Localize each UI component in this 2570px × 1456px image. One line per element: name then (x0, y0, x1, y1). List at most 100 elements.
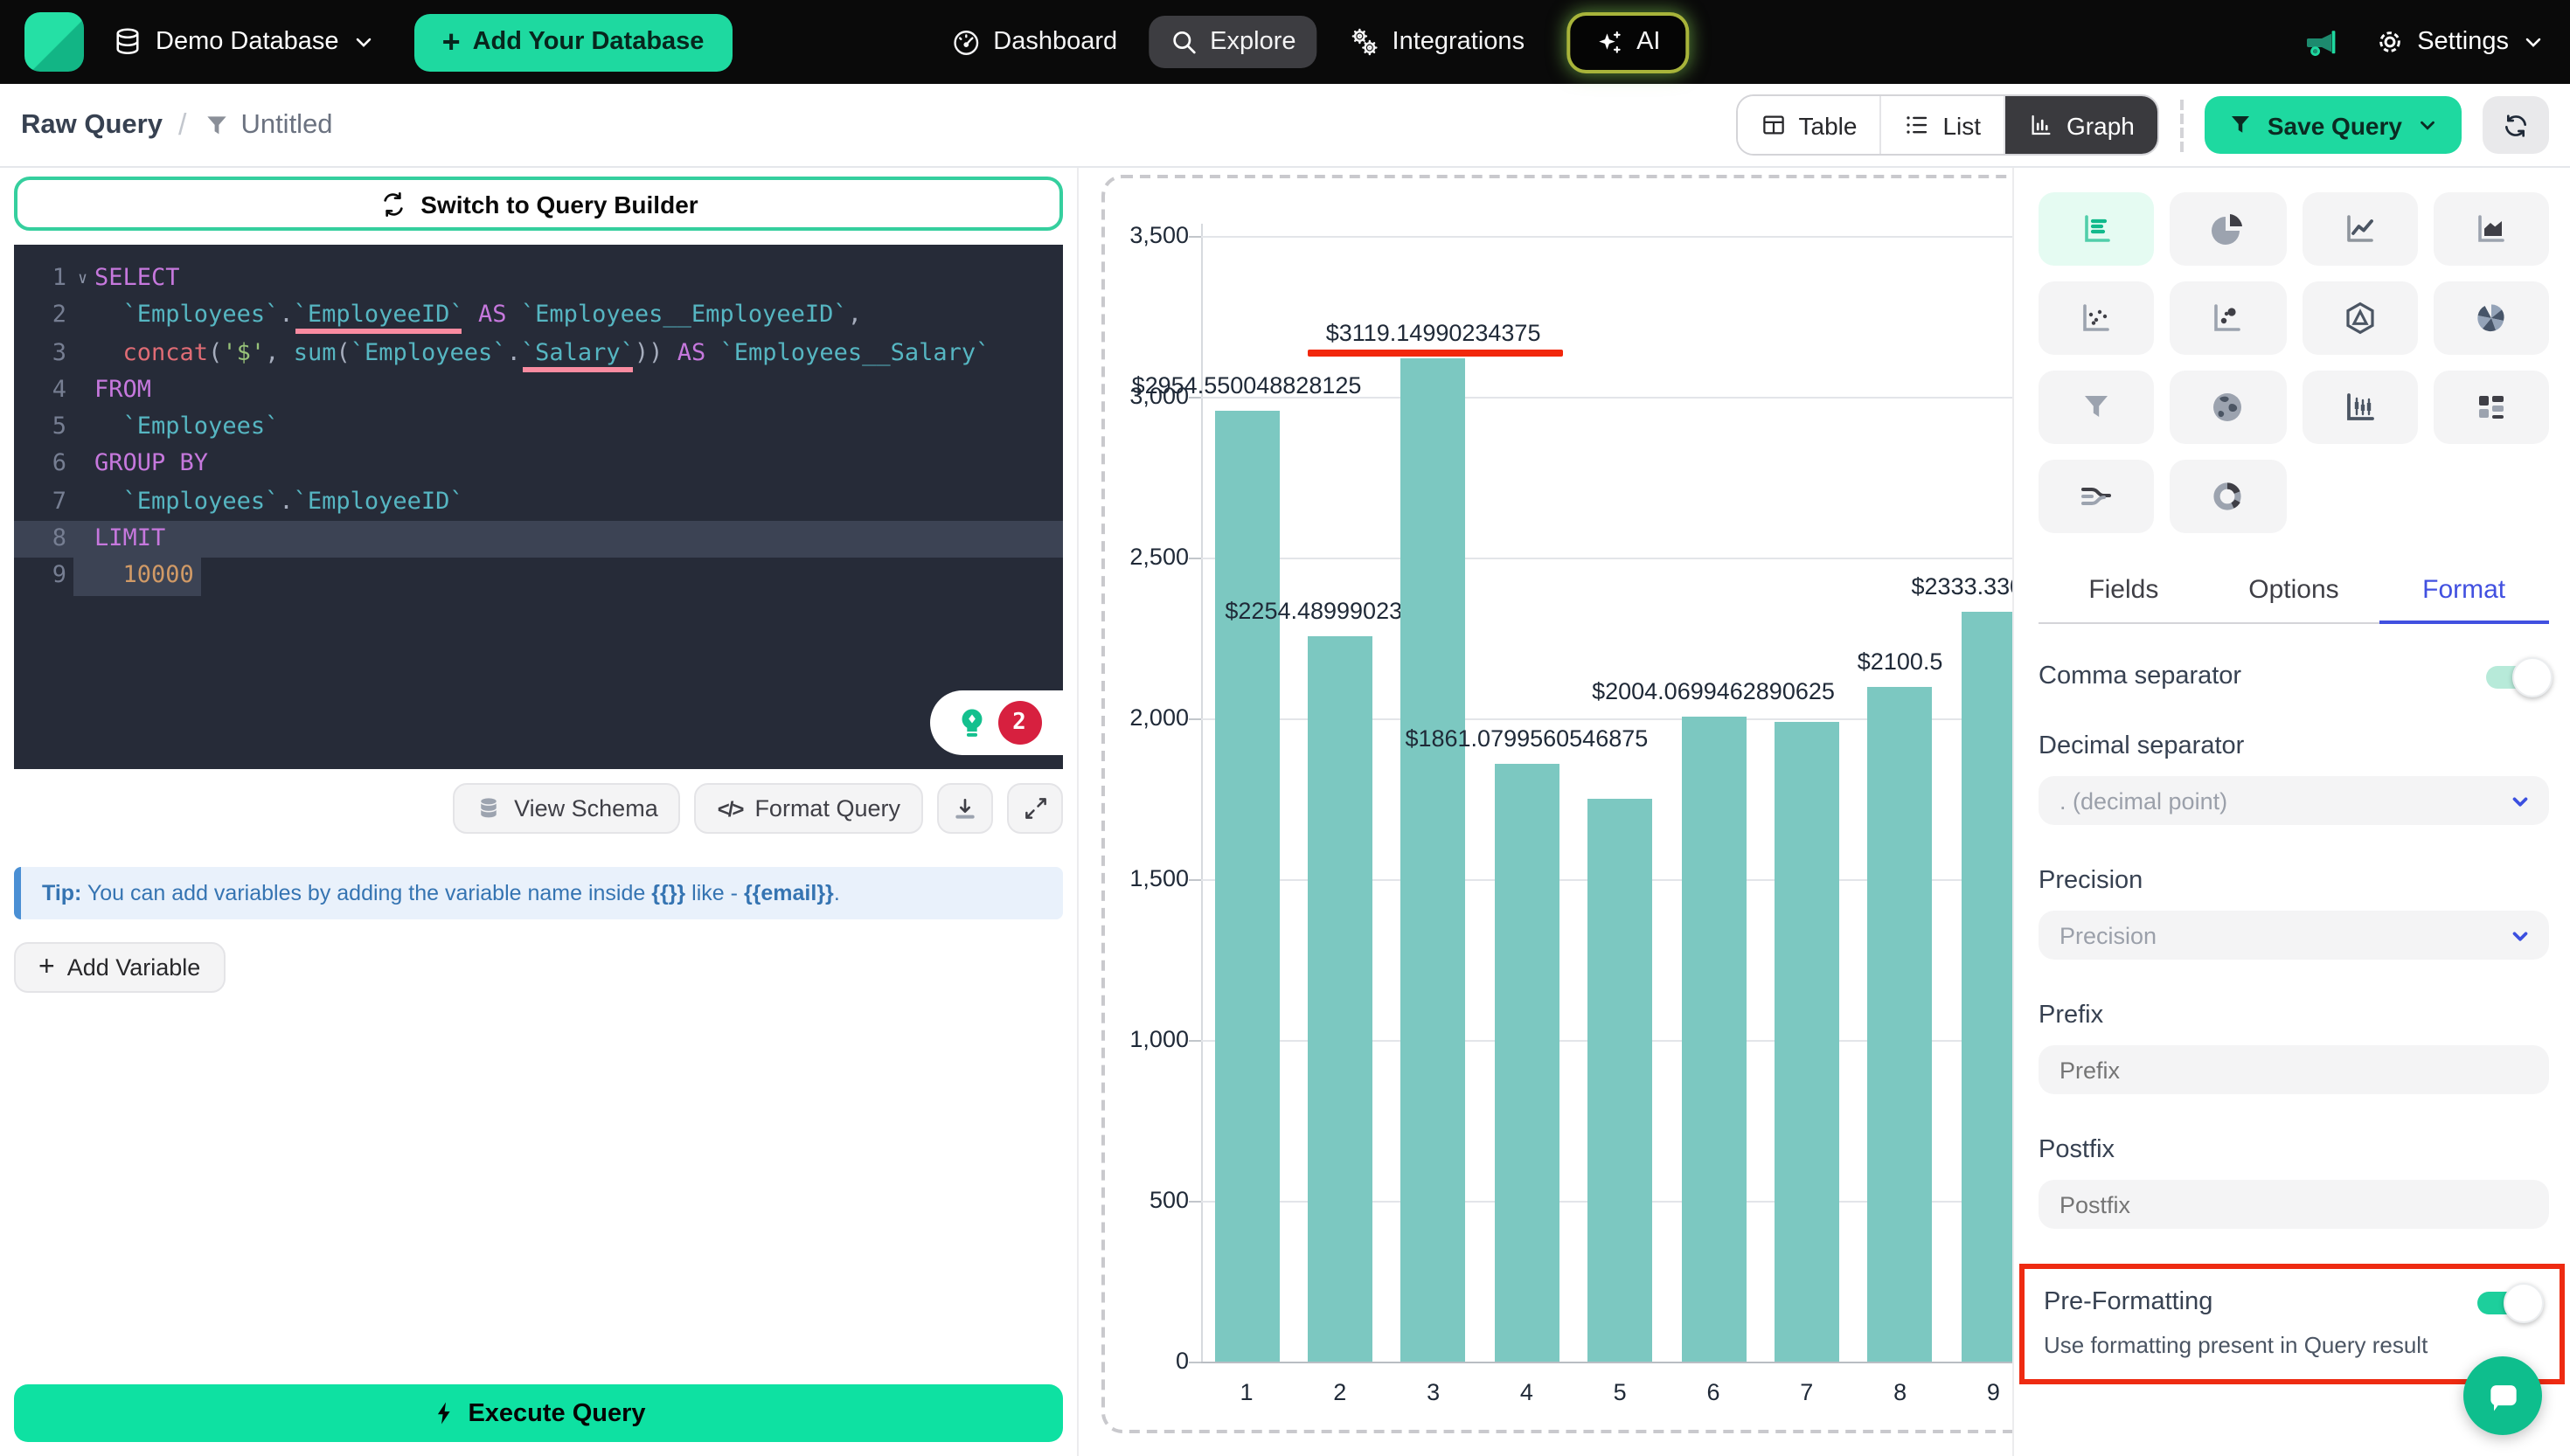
nav-item-integrations[interactable]: Integrations (1328, 14, 1546, 70)
settings-menu[interactable]: Settings (2373, 26, 2546, 58)
y-axis (1201, 224, 1203, 1362)
candlestick-chart-icon (2342, 390, 2377, 425)
code-line[interactable]: 7 `Employees`.`EmployeeID` (14, 484, 1063, 522)
plus-icon: + (38, 952, 55, 981)
sql-editor[interactable]: 1 ∨ SELECT 2 `Employees`.`EmployeeID` AS `E… (14, 245, 1063, 769)
suggestions-badge[interactable]: 2 (930, 690, 1063, 755)
add-database-button[interactable]: + Add Your Database (413, 13, 733, 71)
format-query-button[interactable]: </> Format Query (694, 783, 923, 834)
x-tick-label: 6 (1706, 1379, 1720, 1405)
chart-settings-sidebar: Fields Options Format Comma separator De… (2012, 168, 2570, 1456)
funnel-chart-icon (2079, 390, 2114, 425)
line-number: 2 (52, 301, 66, 329)
execute-query-button[interactable]: Execute Query (14, 1384, 1063, 1442)
x-tick-label: 8 (1893, 1379, 1907, 1405)
code-text: `Employees`.`EmployeeID` (122, 487, 464, 516)
radar-chart-button[interactable] (2302, 281, 2418, 355)
chevron-down-icon (2521, 30, 2546, 54)
tab-fields[interactable]: Fields (2088, 575, 2159, 605)
view-graph-button[interactable]: Graph (2004, 96, 2157, 154)
code-line[interactable]: 3 concat('$', sum(`Employees`.`Salary`))… (14, 335, 1063, 372)
gauge-icon (951, 27, 981, 57)
code-line[interactable]: 4 FROM (14, 372, 1063, 410)
comma-separator-toggle[interactable] (2486, 657, 2553, 697)
pie-chart-button[interactable] (2170, 192, 2286, 266)
nav-item-ai[interactable]: AI (1570, 15, 1685, 69)
code-line[interactable]: 6 GROUP BY (14, 447, 1063, 484)
postfix-input[interactable] (2039, 1180, 2549, 1229)
prefix-input[interactable] (2039, 1045, 2549, 1094)
decimal-separator-select[interactable]: . (decimal point) (2039, 776, 2549, 825)
tab-options[interactable]: Options (2248, 575, 2339, 605)
pre-formatting-highlight: Pre-Formatting Use formatting present in… (2019, 1264, 2565, 1384)
chart-bar[interactable] (1400, 358, 1466, 1362)
bubble-chart-button[interactable] (2170, 281, 2286, 355)
code-text: concat('$', sum(`Employees`.`Salary`)) A… (122, 338, 990, 367)
fold-chevron-icon[interactable]: ∨ (78, 271, 87, 288)
chart-bar[interactable] (1307, 636, 1372, 1362)
map-chart-icon (2211, 390, 2246, 425)
code-line[interactable]: 8 LIMIT (14, 521, 1063, 558)
code-line[interactable]: 1 ∨ SELECT (14, 260, 1063, 298)
database-selector[interactable]: Demo Database (112, 26, 376, 58)
funnel-chart-button[interactable] (2039, 371, 2155, 444)
code-text: `Employees`.`EmployeeID` AS `Employees__… (122, 301, 862, 329)
switch-to-query-builder-button[interactable]: Switch to Query Builder (14, 177, 1063, 231)
gridline (1201, 1362, 2058, 1363)
chat-launcher-button[interactable] (2463, 1356, 2542, 1435)
polar-chart-button[interactable] (2433, 281, 2549, 355)
database-name: Demo Database (156, 28, 339, 56)
download-query-button[interactable] (937, 783, 993, 834)
decimal-separator-label: Decimal separator (2039, 732, 2245, 760)
scatter-plot-button[interactable] (2039, 281, 2155, 355)
nav-item-dashboard[interactable]: Dashboard (930, 15, 1138, 69)
view-list-button[interactable]: List (1879, 96, 2004, 154)
pre-formatting-toggle[interactable] (2477, 1283, 2544, 1323)
breadcrumb-leaf[interactable]: Untitled (202, 109, 333, 141)
nav-item-explore[interactable]: Explore (1149, 16, 1317, 68)
save-query-button[interactable]: Save Query (2204, 96, 2462, 154)
code-text: GROUP BY (94, 449, 209, 478)
pre-formatting-label: Pre-Formatting (2044, 1288, 2213, 1316)
bar-chart-button[interactable] (2039, 192, 2155, 266)
polar-chart-icon (2474, 301, 2509, 336)
top-nav: Demo Database + Add Your Database Dashbo… (0, 0, 2570, 84)
code-line[interactable]: 5 `Employees` (14, 409, 1063, 447)
map-chart-button[interactable] (2170, 371, 2286, 444)
chart-bar[interactable] (1867, 686, 1933, 1362)
chart-bar[interactable] (1774, 721, 1839, 1362)
chart-bar[interactable] (1214, 411, 1279, 1362)
view-schema-button[interactable]: View Schema (453, 783, 681, 834)
chart-bar[interactable] (1587, 799, 1653, 1362)
chart-bar[interactable] (1494, 763, 1559, 1362)
add-variable-button[interactable]: + Add Variable (14, 942, 226, 993)
gear-icon (2373, 26, 2405, 58)
code-line[interactable]: 9 10000 (14, 558, 1063, 596)
chart-type-grid (2039, 192, 2549, 533)
megaphone-icon[interactable] (2300, 21, 2342, 63)
area-chart-button[interactable] (2433, 192, 2549, 266)
y-tick-label: 0 (1175, 1348, 1189, 1374)
chart-bar[interactable] (1681, 717, 1746, 1362)
gridline (1201, 397, 2058, 399)
line-number: 4 (52, 375, 66, 404)
expand-editor-button[interactable] (1007, 783, 1063, 834)
precision-select[interactable]: Precision (2039, 911, 2549, 960)
tick-mark (1189, 879, 1201, 881)
code-line[interactable]: 2 `Employees`.`EmployeeID` AS `Employees… (14, 298, 1063, 336)
donut-chart-button[interactable] (2170, 460, 2286, 533)
code-text: `Employees` (122, 413, 280, 441)
line-chart-button[interactable] (2302, 192, 2418, 266)
line-number: 7 (52, 487, 66, 516)
x-tick-label: 3 (1427, 1379, 1441, 1405)
view-table-button[interactable]: Table (1737, 96, 1880, 154)
app-logo[interactable] (24, 12, 84, 72)
tick-mark (1189, 558, 1201, 559)
tab-format[interactable]: Format (2379, 561, 2550, 624)
candlestick-chart-button[interactable] (2302, 371, 2418, 444)
sankey-chart-button[interactable] (2039, 460, 2155, 533)
treemap-chart-button[interactable] (2433, 371, 2549, 444)
refresh-button[interactable] (2483, 96, 2549, 154)
breadcrumb-root[interactable]: Raw Query (21, 109, 163, 139)
